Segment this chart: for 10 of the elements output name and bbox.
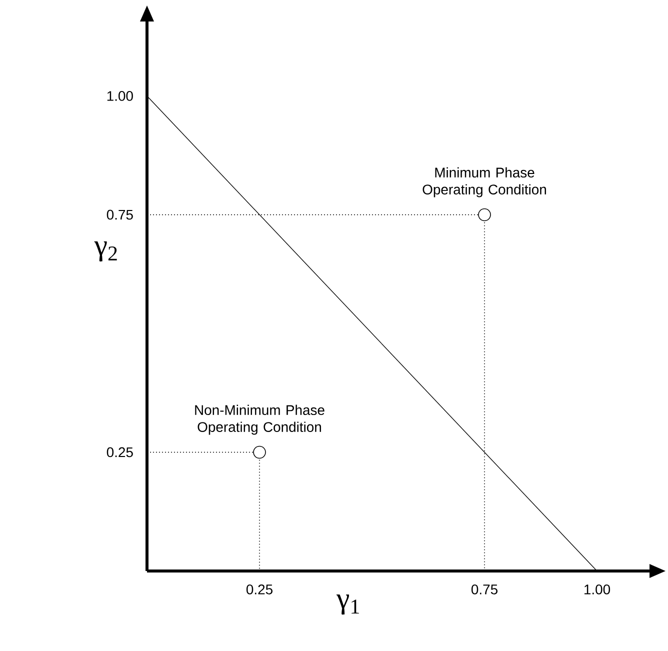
x-tick-label: 1.00 [584, 584, 610, 594]
y-tick-label: 0.25 [106, 447, 133, 458]
y-axis-title: γ$_{2}$ [94, 241, 117, 262]
annotation: Non-Minimum Phase Operating Condition [195, 404, 324, 435]
x-tick-label: 0.75 [471, 584, 498, 594]
x-axis-title: γ$_{1}$ [336, 594, 359, 615]
y-tick-label: 1.00 [107, 91, 133, 101]
x-tick-label: 0.25 [246, 584, 272, 594]
y-tick-label: 0.75 [106, 210, 133, 220]
annotation: Minimum Phase Operating Condition [422, 167, 546, 198]
